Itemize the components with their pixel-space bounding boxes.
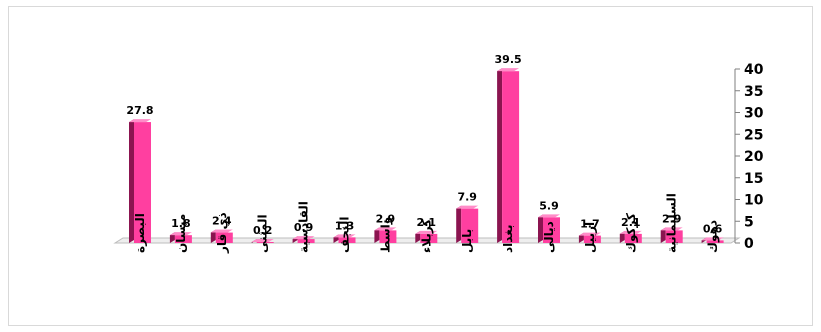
bar-top (374, 227, 397, 231)
bar-side (497, 68, 503, 243)
bar-front (379, 230, 397, 243)
bar-top (538, 214, 560, 218)
bar-side (415, 230, 421, 243)
chart-frame: 0 5 10 15 20 25 30 35 40 27.8 1.8 2.4 0.2 0.9 1.3 2.9 2… (8, 6, 813, 326)
bar-top (660, 227, 683, 231)
data-label: 1.3 (335, 219, 355, 232)
bar (660, 227, 683, 243)
y-tick-label: 40 (744, 62, 764, 78)
bar-front (420, 233, 438, 243)
category-label: البصرة (133, 213, 147, 253)
bar (292, 236, 315, 243)
data-labels-group: 27.8 1.8 2.4 0.2 0.9 1.3 2.9 2.1 7.9 39.5 5.9 1.7 2.… (126, 53, 722, 237)
y-tick-label: 30 (744, 106, 764, 122)
bar-front (543, 217, 560, 243)
bar-top (333, 234, 356, 238)
bar (619, 230, 642, 243)
y-tick-label: 0 (744, 236, 754, 252)
bar-top (292, 236, 315, 240)
y-tick-label: 5 (744, 214, 754, 230)
data-label: 0.6 (703, 222, 723, 235)
bar-top (169, 232, 192, 236)
category-label: السليمانية (665, 193, 679, 253)
bar-front (256, 242, 274, 243)
bar (129, 119, 151, 243)
bar-front (174, 235, 192, 243)
bar (701, 237, 724, 243)
y-axis: 0 5 10 15 20 25 30 35 40 (734, 62, 764, 252)
category-label: المثنى (256, 214, 270, 253)
data-label: 7.9 (457, 191, 477, 204)
bar-front (134, 122, 151, 243)
bar-top (210, 229, 233, 233)
data-label: 5.9 (539, 199, 559, 212)
bar-top (701, 237, 724, 241)
y-tick-label: 10 (744, 193, 764, 209)
data-label: 0.2 (253, 224, 273, 237)
y-tick-label: 25 (744, 127, 763, 143)
category-label: ديالى (542, 221, 556, 253)
bar-front (665, 230, 683, 243)
data-label: 1.7 (580, 218, 600, 231)
bar (374, 227, 397, 243)
data-label: 2.9 (376, 212, 396, 225)
bar-top (251, 239, 274, 242)
category-label: القادسية (297, 201, 311, 253)
data-label: 1.8 (171, 217, 191, 230)
bar-front (583, 235, 601, 243)
bar (415, 230, 438, 243)
bar (456, 205, 479, 243)
bar (169, 232, 192, 243)
bar-top (456, 205, 479, 209)
bar (251, 239, 274, 243)
data-label: 2.1 (621, 216, 641, 229)
bar-side (210, 229, 216, 243)
category-label: بابل (460, 229, 474, 253)
bar-front (624, 233, 642, 243)
bar-top (129, 119, 151, 123)
data-label: 0.9 (294, 221, 314, 234)
bar-front (502, 71, 520, 243)
category-label: كركوك (624, 213, 639, 253)
data-label: 39.5 (495, 53, 522, 66)
y-tick-label: 15 (744, 171, 763, 187)
bar-side (374, 227, 380, 243)
bar (210, 229, 233, 243)
data-label: 2.4 (212, 215, 232, 228)
y-tick-label: 20 (744, 149, 764, 165)
data-label: 2.1 (417, 216, 437, 229)
bar-front (338, 237, 356, 243)
category-label: دهوك (706, 220, 721, 253)
bar-top (578, 232, 601, 236)
bar-side (456, 205, 462, 243)
bar-front (297, 239, 315, 243)
bar-front (461, 208, 479, 243)
y-tick-label: 35 (744, 84, 763, 100)
bar-top (497, 68, 520, 72)
bar (538, 214, 560, 243)
category-label: بغداد (501, 225, 515, 253)
bar-top (415, 230, 438, 234)
bar (578, 232, 601, 243)
bar-top (619, 230, 642, 234)
category-label: كربلاء (419, 219, 433, 253)
bar (497, 68, 520, 243)
bars-group (129, 68, 724, 243)
bar-side (538, 214, 543, 243)
bar-front (215, 232, 233, 243)
bar-side (660, 227, 666, 243)
x-labels-group: البصرة ميسان ذي قار المثنى القادسية النجف واسط… (133, 193, 721, 254)
data-label: 2.9 (662, 212, 682, 225)
category-label: واسط (378, 217, 393, 253)
data-label: 27.8 (126, 104, 153, 117)
category-label: اربيل (583, 222, 597, 253)
category-label: النجف (338, 217, 352, 253)
bar-side (129, 119, 134, 243)
category-label: ميسان (174, 214, 188, 253)
bar-front (706, 240, 724, 243)
bar-side (619, 230, 625, 243)
bar (333, 234, 356, 243)
category-label: ذي قار (215, 212, 229, 254)
